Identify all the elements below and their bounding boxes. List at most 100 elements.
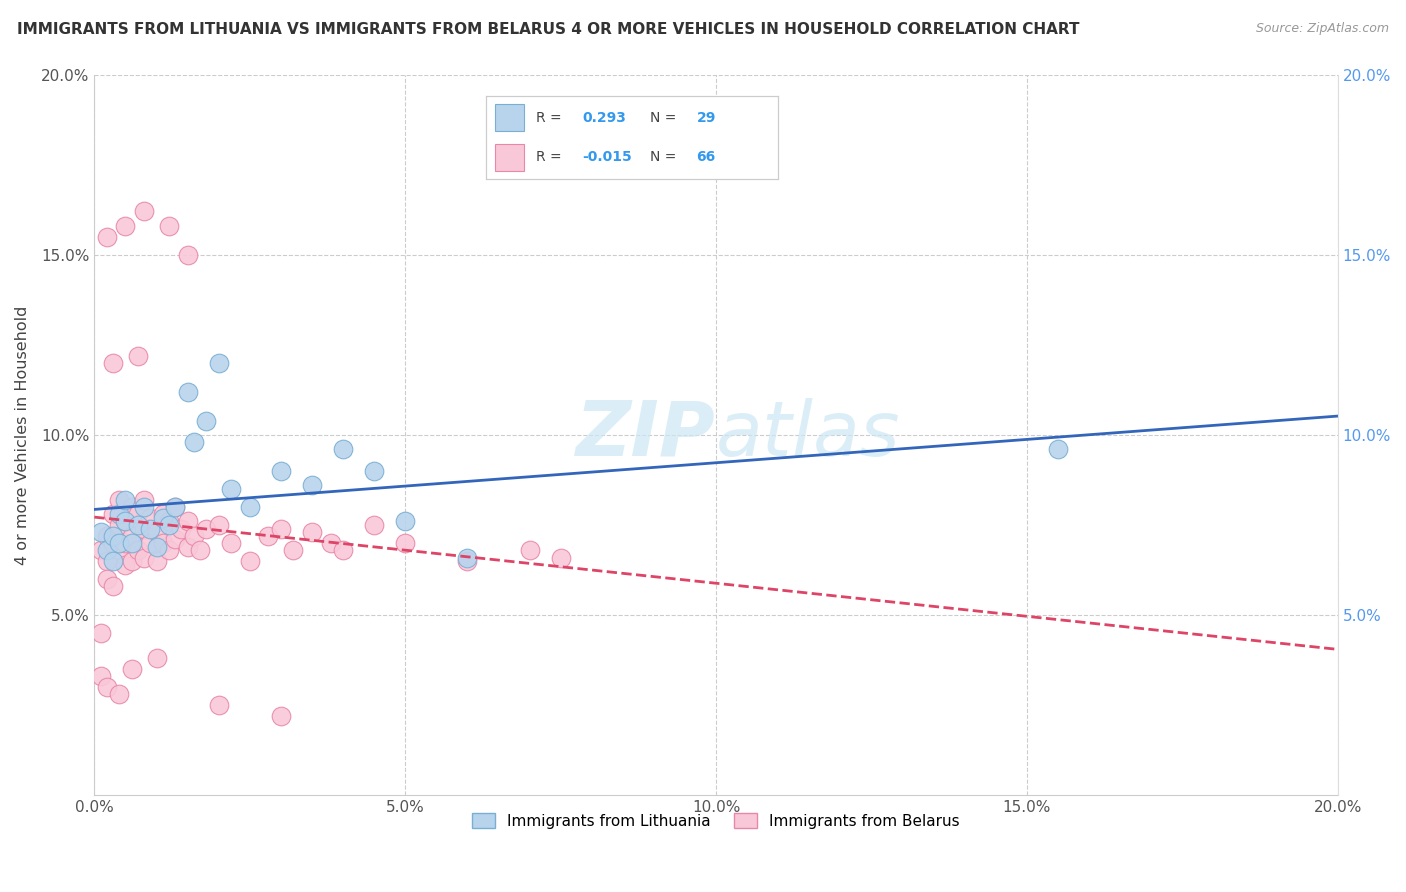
Point [139, 536, 162, 550]
Point [176, 540, 198, 554]
Point [127, 518, 149, 533]
Point [108, 508, 131, 522]
Point [157, 219, 180, 233]
Point [188, 543, 211, 558]
Point [301, 525, 323, 540]
Point [114, 219, 136, 233]
Point [145, 525, 167, 540]
Point [101, 529, 124, 543]
Point [165, 533, 187, 547]
Text: Source: ZipAtlas.com: Source: ZipAtlas.com [1256, 22, 1389, 36]
Point [108, 688, 131, 702]
Point [101, 508, 124, 522]
Point [90, 626, 112, 640]
Point [114, 536, 136, 550]
Point [219, 482, 242, 496]
Point [152, 508, 174, 522]
Point [301, 478, 323, 492]
Point [394, 515, 416, 529]
Point [121, 662, 143, 676]
Point [208, 518, 231, 533]
Point [239, 500, 262, 514]
Point [456, 550, 478, 565]
Point [165, 500, 187, 514]
Point [1046, 442, 1069, 457]
Point [170, 522, 193, 536]
Point [332, 442, 354, 457]
Point [127, 543, 149, 558]
Point [157, 518, 180, 533]
Point [363, 464, 385, 478]
Point [195, 413, 218, 427]
Point [152, 511, 174, 525]
Point [257, 529, 280, 543]
Point [108, 518, 131, 533]
Point [96, 529, 118, 543]
Point [152, 536, 174, 550]
Point [108, 536, 131, 550]
Point [208, 356, 231, 370]
Point [96, 554, 118, 568]
Point [270, 522, 292, 536]
Point [114, 558, 136, 572]
Point [96, 572, 118, 586]
Point [132, 550, 155, 565]
Point [157, 515, 180, 529]
Point [132, 500, 155, 514]
Point [183, 435, 205, 450]
Point [90, 669, 112, 683]
Point [195, 522, 218, 536]
Point [132, 492, 155, 507]
Point [96, 229, 118, 244]
Point [114, 515, 136, 529]
Point [208, 698, 231, 713]
Point [145, 651, 167, 665]
Point [96, 680, 118, 694]
Point [176, 248, 198, 262]
Text: atlas: atlas [716, 398, 901, 472]
Point [219, 536, 242, 550]
Text: IMMIGRANTS FROM LITHUANIA VS IMMIGRANTS FROM BELARUS 4 OR MORE VEHICLES IN HOUSE: IMMIGRANTS FROM LITHUANIA VS IMMIGRANTS … [17, 22, 1080, 37]
Point [121, 554, 143, 568]
Point [519, 543, 541, 558]
Point [121, 529, 143, 543]
Point [108, 492, 131, 507]
Point [101, 554, 124, 568]
Point [239, 554, 262, 568]
Point [394, 536, 416, 550]
Point [108, 543, 131, 558]
Point [270, 709, 292, 723]
Point [157, 543, 180, 558]
Point [96, 543, 118, 558]
Point [145, 540, 167, 554]
Point [165, 500, 187, 514]
Point [132, 204, 155, 219]
Point [332, 543, 354, 558]
Point [456, 554, 478, 568]
Point [176, 384, 198, 399]
Point [114, 515, 136, 529]
Legend: Immigrants from Lithuania, Immigrants from Belarus: Immigrants from Lithuania, Immigrants fr… [467, 806, 966, 835]
Point [139, 522, 162, 536]
Point [183, 529, 205, 543]
Point [283, 543, 305, 558]
Point [270, 464, 292, 478]
Point [363, 518, 385, 533]
Point [176, 515, 198, 529]
Text: ZIP: ZIP [576, 398, 716, 472]
Point [132, 522, 155, 536]
Point [139, 511, 162, 525]
Point [101, 536, 124, 550]
Point [90, 525, 112, 540]
Y-axis label: 4 or more Vehicles in Household: 4 or more Vehicles in Household [15, 305, 30, 565]
Point [121, 500, 143, 514]
Point [101, 579, 124, 593]
Point [114, 492, 136, 507]
Point [127, 508, 149, 522]
Point [101, 356, 124, 370]
Point [127, 349, 149, 363]
Point [90, 543, 112, 558]
Point [145, 554, 167, 568]
Point [550, 550, 572, 565]
Point [121, 536, 143, 550]
